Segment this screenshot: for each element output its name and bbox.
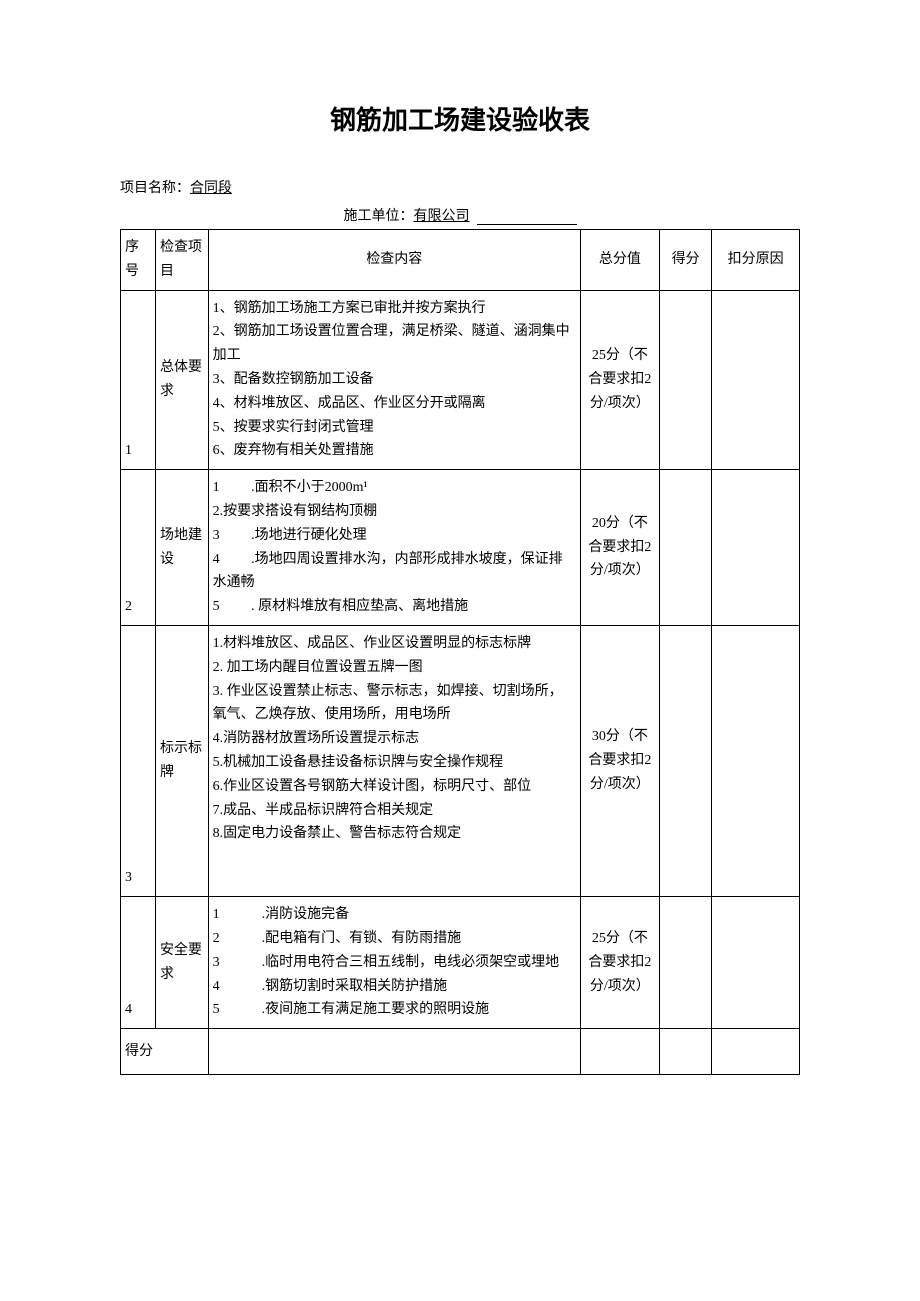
cell-seq: 1 bbox=[121, 290, 156, 470]
blank-underline bbox=[477, 224, 577, 225]
construction-unit-row: 施工单位：有限公司 bbox=[120, 205, 800, 225]
cell-content: 1、钢筋加工场施工方案已审批并按方案执行2、钢筋加工场设置位置合理，满足桥梁、隧… bbox=[208, 290, 580, 470]
table-row: 3 标示标牌 1.材料堆放区、成品区、作业区设置明显的标志标牌2. 加工场内醒目… bbox=[121, 625, 800, 896]
cell-total: 25分（不合要求扣2分/项次） bbox=[580, 897, 659, 1029]
document-title: 钢筋加工场建设验收表 bbox=[120, 100, 800, 137]
table-row: 2 场地建设 1 .面积不小于2000m¹2.按要求搭设有钢结构顶棚3 .场地进… bbox=[121, 470, 800, 626]
construction-unit-value: 有限公司 bbox=[414, 209, 470, 224]
inspection-table: 序号 检查项目 检查内容 总分值 得分 扣分原因 1 总体要求 1、钢筋加工场施… bbox=[120, 229, 800, 1075]
cell-reason bbox=[712, 897, 800, 1029]
cell-content: 1.材料堆放区、成品区、作业区设置明显的标志标牌2. 加工场内醒目位置设置五牌一… bbox=[208, 625, 580, 896]
header-reason: 扣分原因 bbox=[712, 230, 800, 291]
footer-label: 得分 bbox=[121, 1029, 209, 1075]
footer-content bbox=[208, 1029, 580, 1075]
header-content: 检查内容 bbox=[208, 230, 580, 291]
table-row: 4 安全要求 1 .消防设施完备2 .配电箱有门、有锁、有防雨措施3 .临时用电… bbox=[121, 897, 800, 1029]
cell-seq: 3 bbox=[121, 625, 156, 896]
cell-reason bbox=[712, 470, 800, 626]
cell-reason bbox=[712, 290, 800, 470]
cell-item: 场地建设 bbox=[156, 470, 209, 626]
cell-item: 总体要求 bbox=[156, 290, 209, 470]
table-body: 1 总体要求 1、钢筋加工场施工方案已审批并按方案执行2、钢筋加工场设置位置合理… bbox=[121, 290, 800, 1075]
cell-item: 安全要求 bbox=[156, 897, 209, 1029]
cell-score bbox=[659, 290, 712, 470]
footer-reason bbox=[712, 1029, 800, 1075]
project-name-value: 合同段 bbox=[190, 181, 232, 196]
cell-score bbox=[659, 625, 712, 896]
cell-total: 30分（不合要求扣2分/项次） bbox=[580, 625, 659, 896]
cell-total: 20分（不合要求扣2分/项次） bbox=[580, 470, 659, 626]
cell-score bbox=[659, 470, 712, 626]
cell-reason bbox=[712, 625, 800, 896]
project-name-label: 项目名称： bbox=[120, 181, 190, 196]
footer-score bbox=[659, 1029, 712, 1075]
table-row: 1 总体要求 1、钢筋加工场施工方案已审批并按方案执行2、钢筋加工场设置位置合理… bbox=[121, 290, 800, 470]
table-footer-row: 得分 bbox=[121, 1029, 800, 1075]
header-score: 得分 bbox=[659, 230, 712, 291]
header-total: 总分值 bbox=[580, 230, 659, 291]
table-header-row: 序号 检查项目 检查内容 总分值 得分 扣分原因 bbox=[121, 230, 800, 291]
cell-item: 标示标牌 bbox=[156, 625, 209, 896]
construction-unit-label: 施工单位： bbox=[344, 209, 414, 224]
cell-seq: 2 bbox=[121, 470, 156, 626]
cell-seq: 4 bbox=[121, 897, 156, 1029]
project-name-row: 项目名称：合同段 bbox=[120, 177, 800, 197]
cell-total: 25分（不合要求扣2分/项次） bbox=[580, 290, 659, 470]
cell-score bbox=[659, 897, 712, 1029]
header-seq: 序号 bbox=[121, 230, 156, 291]
cell-content: 1 .消防设施完备2 .配电箱有门、有锁、有防雨措施3 .临时用电符合三相五线制… bbox=[208, 897, 580, 1029]
footer-total bbox=[580, 1029, 659, 1075]
cell-content: 1 .面积不小于2000m¹2.按要求搭设有钢结构顶棚3 .场地进行硬化处理4 … bbox=[208, 470, 580, 626]
header-item: 检查项目 bbox=[156, 230, 209, 291]
